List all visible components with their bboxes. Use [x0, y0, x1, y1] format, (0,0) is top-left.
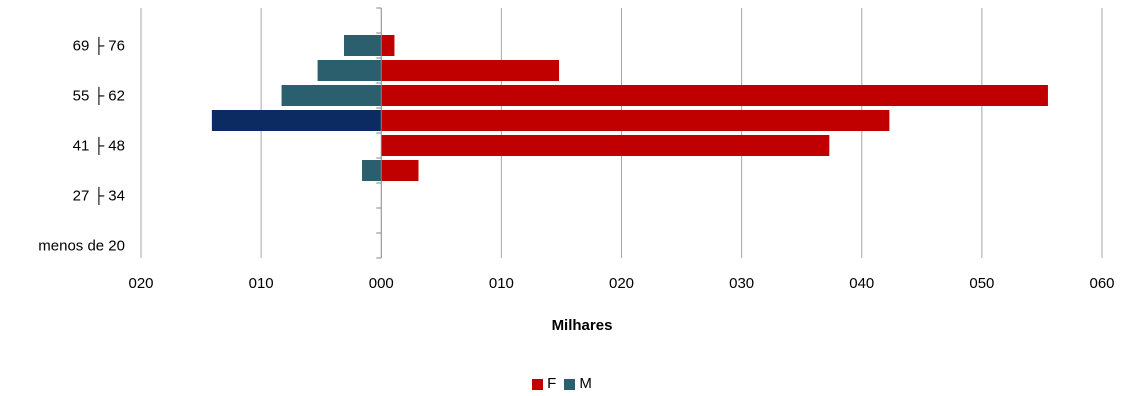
x-tick-label: 060	[1089, 275, 1114, 292]
category-label: 69 ├ 76	[73, 37, 125, 56]
legend-swatch-f	[532, 378, 544, 390]
x-tick-label: 000	[369, 275, 394, 292]
gridlines	[140, 8, 1103, 258]
bar-f-3	[381, 160, 419, 181]
x-tick-label: 050	[969, 275, 994, 292]
x-tick-label: 010	[249, 275, 274, 292]
category-label: 41 ├ 48	[73, 137, 125, 156]
legend-item-m: M	[564, 374, 592, 394]
bar-f-8	[381, 35, 395, 56]
legend-swatch-m	[564, 378, 576, 390]
x-tick-label: 030	[729, 275, 754, 292]
bar-f-6	[381, 85, 1048, 106]
category-label: 55 ├ 62	[73, 87, 125, 106]
legend-label-f: F	[547, 375, 557, 392]
x-tick-label: 010	[489, 275, 514, 292]
category-label: 27 ├ 34	[73, 187, 125, 206]
x-tick-label: 040	[849, 275, 874, 292]
tick-labels: 020 010 000 010 020 030 040 050 060	[128, 275, 1114, 292]
bar-m-5	[211, 110, 382, 131]
bar-f-7	[381, 60, 560, 81]
x-axis-title: Milhares	[552, 317, 613, 334]
legend: F M	[0, 374, 1124, 396]
bars	[211, 35, 1048, 181]
bar-f-5	[381, 110, 890, 131]
legend-label-m: M	[579, 375, 592, 392]
category-label: menos de 20	[38, 238, 125, 255]
bar-f-4	[381, 135, 830, 156]
bar-m-7	[317, 60, 382, 81]
legend-item-f: F	[532, 374, 556, 394]
bar-m-8	[344, 35, 382, 56]
x-tick-label: 020	[609, 275, 634, 292]
bar-m-6	[281, 85, 382, 106]
x-tick-label: 020	[128, 275, 153, 292]
category-labels: menos de 20 27 ├ 34 41 ├ 48 55 ├ 62 69 ├ 76	[38, 37, 125, 255]
value-axis	[376, 7, 382, 259]
bar-m-3	[362, 160, 382, 181]
